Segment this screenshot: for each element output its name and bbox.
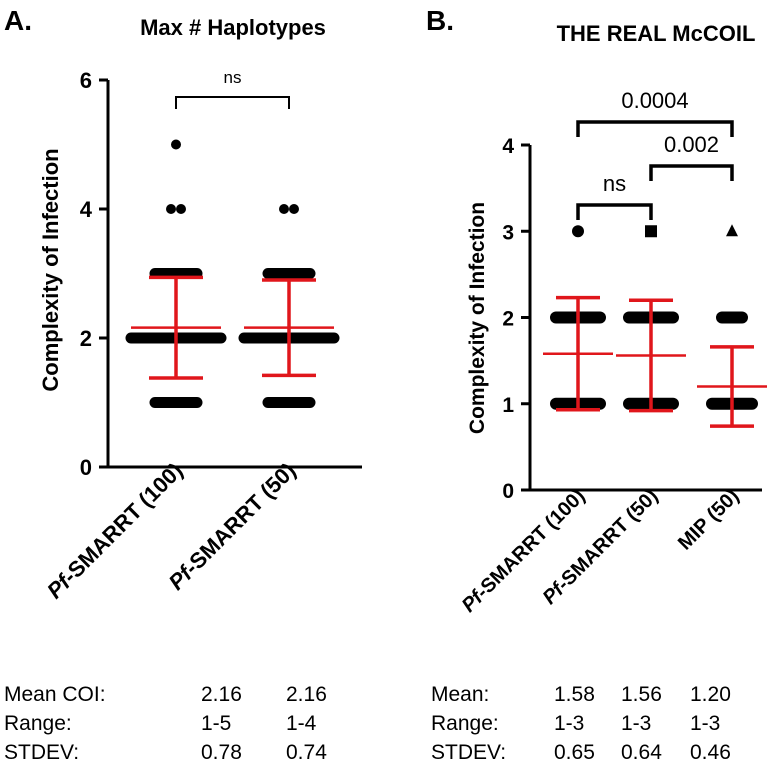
panel-b-y-axis-label: Complexity of Infection bbox=[466, 202, 489, 434]
panel-b-x-tick-label-text: MIP (50) bbox=[674, 485, 744, 555]
summary-row-label: STDEV: bbox=[431, 741, 507, 764]
summary-value: 2.16 bbox=[286, 683, 327, 706]
summary-row-label: Mean COI: bbox=[4, 683, 106, 706]
panel-a-point bbox=[166, 204, 176, 214]
summary-row-label: STDEV: bbox=[4, 741, 80, 764]
summary-value: 1-4 bbox=[286, 712, 317, 735]
panel-b-x-tick-label: Pf-SMARRT (100) bbox=[458, 485, 590, 617]
summary-row: Range: 1-5 1-4 bbox=[4, 709, 334, 738]
summary-value: 0.65 bbox=[554, 741, 595, 764]
panel-a-x-tick-label: Pf-SMARRT (100) bbox=[42, 458, 188, 604]
panel-b-title: THE REAL McCOIL bbox=[557, 21, 756, 46]
panel-a-point bbox=[289, 204, 299, 214]
summary-value: 1.58 bbox=[554, 683, 595, 706]
panel-a-y-tick-label: 6 bbox=[80, 68, 92, 93]
panel-a-x-tick-label-text: -SMARRT (100) bbox=[57, 458, 187, 588]
summary-row: STDEV: 0.78 0.74 bbox=[4, 738, 334, 767]
summary-row: Mean: 1.58 1.56 1.20 bbox=[431, 680, 771, 709]
summary-value: 2.16 bbox=[201, 683, 242, 706]
summary-value: 1.20 bbox=[690, 683, 731, 706]
panel-b: B. THE REAL McCOIL Complexity of Infecti… bbox=[426, 5, 767, 617]
panel-b-y-tick-label: 3 bbox=[502, 221, 514, 244]
panel-a: A. Max # Haplotypes Complexity of Infect… bbox=[4, 5, 362, 603]
panel-a-point bbox=[279, 204, 289, 214]
summary-row: STDEV: 0.65 0.64 0.46 bbox=[431, 738, 771, 767]
panel-b-point bbox=[572, 225, 584, 238]
panel-a-summary: Mean COI: 2.16 2.16 Range: 1-5 1-4 STDEV: 0.78 0… bbox=[4, 680, 334, 767]
panel-b-comparison-label: ns bbox=[603, 171, 626, 196]
panel-a-x-tick-label-text: -SMARRT (50) bbox=[179, 458, 300, 579]
panel-b-point bbox=[645, 225, 657, 238]
summary-row: Mean COI: 2.16 2.16 bbox=[4, 680, 334, 709]
summary-value: 0.78 bbox=[201, 741, 242, 764]
panel-a-y-tick-label: 2 bbox=[80, 326, 92, 351]
panel-b-point bbox=[726, 224, 738, 237]
panel-b-summary: Mean: 1.58 1.56 1.20 Range: 1-3 1-3 1-3 STDEV: 0.… bbox=[431, 680, 771, 767]
panel-a-title: Max # Haplotypes bbox=[140, 15, 326, 40]
summary-value: 1-3 bbox=[554, 712, 585, 735]
panel-b-label: B. bbox=[426, 5, 454, 36]
panel-b-y-tick-label: 0 bbox=[502, 480, 514, 503]
panel-a-label: A. bbox=[4, 5, 32, 36]
panel-a-comparison-bracket bbox=[175, 96, 290, 109]
panel-a-y-axis-label: Complexity of Infection bbox=[38, 148, 63, 391]
summary-value: 1-5 bbox=[201, 712, 232, 735]
panel-b-comparison-bracket bbox=[576, 203, 653, 220]
summary-value: 0.64 bbox=[621, 741, 662, 764]
panel-b-comparison-label: 0.002 bbox=[664, 132, 719, 157]
panel-a-y-tick-label: 4 bbox=[80, 197, 93, 222]
summary-value: 1-3 bbox=[621, 712, 652, 735]
summary-row-label: Mean: bbox=[431, 683, 490, 706]
summary-row-label: Range: bbox=[4, 712, 72, 735]
panel-a-y-tick-label: 0 bbox=[80, 455, 92, 480]
figure: A. Max # Haplotypes Complexity of Infect… bbox=[4, 5, 767, 617]
panel-a-point bbox=[176, 204, 186, 214]
summary-value: 1-3 bbox=[690, 712, 721, 735]
summary-row-label: Range: bbox=[431, 712, 499, 735]
panel-b-x-tick-label: MIP (50) bbox=[674, 485, 744, 555]
summary-value: 1.56 bbox=[621, 683, 662, 706]
panel-a-comparison-label: ns bbox=[224, 68, 242, 87]
summary-row: Range: 1-3 1-3 1-3 bbox=[431, 709, 771, 738]
panel-b-comparison-bracket bbox=[649, 164, 734, 181]
panel-b-comparison-bracket bbox=[576, 120, 734, 137]
panel-b-comparison-label: 0.0004 bbox=[621, 88, 688, 113]
summary-value: 0.46 bbox=[690, 741, 731, 764]
summary-value: 0.74 bbox=[286, 741, 327, 764]
panel-a-point bbox=[171, 139, 181, 150]
panel-b-y-tick-label: 2 bbox=[502, 308, 514, 331]
panel-b-y-tick-label: 1 bbox=[502, 394, 514, 417]
panel-b-y-tick-label: 4 bbox=[502, 135, 514, 158]
